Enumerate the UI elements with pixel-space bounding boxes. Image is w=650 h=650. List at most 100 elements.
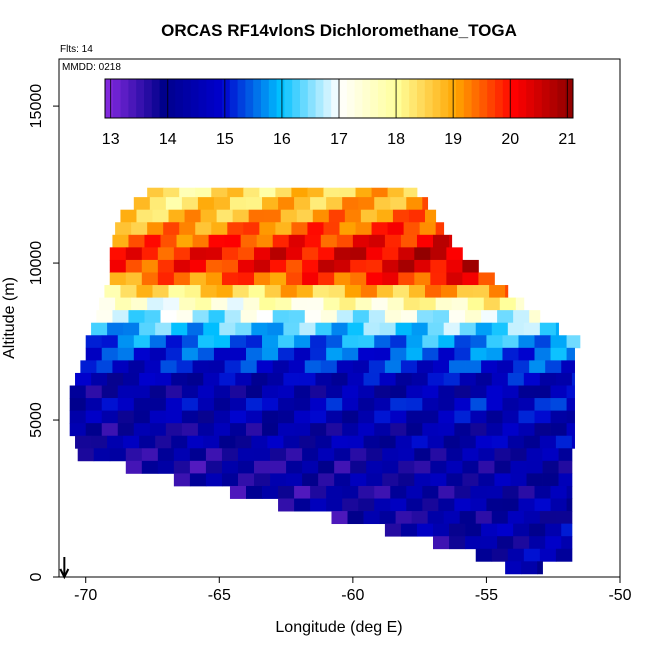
- heatmap-cell: [262, 335, 279, 349]
- heatmap-cell: [521, 561, 538, 575]
- heatmap-cell: [481, 536, 498, 550]
- heatmap-cell: [465, 536, 482, 550]
- heatmap-cell: [523, 372, 541, 386]
- heatmap-cell: [131, 222, 148, 236]
- heatmap-cell: [430, 259, 447, 273]
- heatmap-cell: [197, 398, 215, 412]
- heatmap-cell: [125, 448, 143, 462]
- heatmap-cell: [213, 347, 231, 361]
- heatmap-cell: [494, 460, 511, 474]
- heatmap-cell: [555, 372, 573, 386]
- heatmap-cell: [430, 473, 447, 487]
- heatmap-cell: [262, 197, 279, 211]
- heatmap-cell: [449, 536, 466, 550]
- heatmap-cell: [387, 222, 405, 236]
- heatmap-cell: [123, 372, 140, 386]
- y-tick-label: 0: [28, 572, 45, 581]
- heatmap-cell: [392, 209, 410, 223]
- heatmap-cell: [294, 335, 311, 349]
- heatmap-cell: [438, 335, 455, 349]
- heatmap-cell: [133, 197, 151, 211]
- colorbar-segment: [354, 79, 363, 118]
- heatmap-cell: [278, 498, 295, 512]
- heatmap-cell: [419, 222, 437, 236]
- heatmap-cell: [310, 485, 327, 499]
- heatmap-cell: [382, 473, 399, 487]
- heatmap-cell: [224, 310, 242, 324]
- heatmap-cell: [147, 222, 164, 236]
- colorbar: 13 14 15 16 17 18 19 20 21: [102, 78, 576, 148]
- heatmap-cell: [491, 322, 509, 336]
- heatmap-cell: [149, 398, 167, 412]
- heatmap-cell: [307, 222, 324, 236]
- heatmap-cell: [208, 310, 226, 324]
- heatmap-cell: [406, 410, 423, 424]
- heatmap-cell: [433, 536, 450, 550]
- heatmap-cell: [278, 347, 295, 361]
- heatmap-cell: [139, 322, 156, 336]
- heatmap-cell: [382, 460, 399, 474]
- heatmap-cell: [334, 473, 351, 487]
- heatmap-cell: [459, 511, 477, 525]
- heatmap-cell: [323, 222, 340, 236]
- heatmap-cell: [149, 423, 167, 437]
- heatmap-cell: [219, 435, 236, 449]
- heatmap-cell: [203, 322, 220, 336]
- heatmap-cell: [219, 322, 236, 336]
- heatmap-cell: [256, 360, 274, 374]
- heatmap-cell: [555, 511, 573, 525]
- heatmap-cell: [366, 272, 383, 286]
- heatmap-cell: [518, 485, 535, 499]
- heatmap-cell: [406, 335, 423, 349]
- heatmap-cell: [558, 473, 573, 487]
- heatmap-cell: [363, 435, 380, 449]
- heatmap-cell: [505, 285, 509, 298]
- heatmap-cell: [406, 385, 423, 399]
- colorbar-segment: [112, 79, 122, 118]
- heatmap-cell: [283, 435, 300, 449]
- heatmap-cell: [208, 360, 226, 374]
- heatmap-cell: [310, 347, 327, 361]
- heatmap-cell: [144, 310, 161, 324]
- heatmap-cell: [262, 423, 279, 437]
- colorbar-segment: [541, 79, 551, 118]
- heatmap-cell: [350, 448, 367, 462]
- heatmap-cell: [254, 448, 271, 462]
- heatmap-cell: [499, 297, 517, 311]
- heatmap-cell: [312, 209, 330, 223]
- heatmap-cell: [288, 360, 306, 374]
- heatmap-cell: [173, 259, 191, 273]
- heatmap-cell: [566, 385, 575, 399]
- heatmap-cell: [510, 473, 527, 487]
- heatmap-cell: [120, 285, 137, 298]
- y-tick-label: 15000: [28, 84, 45, 129]
- heatmap-cell: [205, 448, 223, 462]
- heatmap-cell: [307, 297, 324, 311]
- heatmap-cell: [390, 423, 407, 437]
- heatmap-cell: [310, 385, 327, 399]
- heatmap-cell: [237, 473, 255, 487]
- heatmap-cell: [197, 335, 215, 349]
- heatmap-cell: [382, 272, 399, 286]
- heatmap-cell: [342, 498, 359, 512]
- heatmap-cell: [555, 322, 559, 336]
- heatmap-cell: [430, 272, 447, 286]
- heatmap-cell: [216, 285, 234, 298]
- heatmap-cell: [147, 297, 164, 311]
- heatmap-cell: [237, 259, 255, 273]
- heatmap-cell: [69, 410, 87, 424]
- heatmap-cell: [534, 498, 551, 512]
- heatmap-cell: [507, 548, 525, 562]
- heatmap-cell: [342, 335, 359, 349]
- colorbar-segment: [339, 79, 348, 118]
- heatmap-cell: [478, 272, 495, 286]
- heatmap-cell: [342, 485, 359, 499]
- heatmap-cell: [131, 297, 148, 311]
- heatmap-cell: [272, 234, 290, 248]
- heatmap-cell: [374, 197, 391, 211]
- heatmap-cell: [251, 322, 268, 336]
- heatmap-cell: [197, 385, 215, 399]
- heatmap-cell: [510, 448, 527, 462]
- heatmap-cell: [534, 347, 551, 361]
- heatmap-cell: [406, 398, 423, 412]
